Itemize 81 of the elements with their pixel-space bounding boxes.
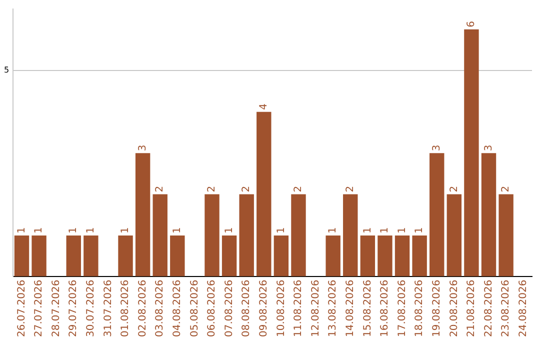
- data-label: 1: [362, 227, 374, 234]
- bar: [239, 194, 254, 276]
- bar: [360, 236, 376, 276]
- data-label: 1: [414, 227, 426, 234]
- x-tick-label: 06.08.2026: [206, 280, 218, 338]
- bar: [326, 236, 340, 276]
- data-label: 2: [448, 186, 460, 192]
- x-tick-label: 01.08.2026: [120, 280, 132, 338]
- x-tick-label: 07.08.2026: [224, 280, 235, 338]
- x-tick-label: 05.08.2026: [189, 280, 200, 338]
- bar: [256, 112, 272, 276]
- x-tick-label: 10.08.2026: [276, 280, 287, 338]
- x-tick-label: 17.08.2026: [396, 280, 408, 338]
- data-label: 3: [431, 144, 442, 152]
- bar: [446, 194, 462, 276]
- data-label: 1: [86, 227, 97, 234]
- data-label: 2: [344, 186, 356, 192]
- x-tick-label: 11.08.2026: [293, 280, 304, 338]
- bar: [170, 236, 185, 276]
- x-tick-label: 15.08.2026: [362, 280, 374, 338]
- x-tick-label: 21.08.2026: [466, 280, 478, 338]
- data-label: 3: [483, 144, 494, 152]
- data-label: 1: [224, 227, 235, 234]
- bar: [32, 236, 46, 276]
- data-label: 2: [500, 186, 512, 192]
- data-label: 2: [241, 186, 252, 192]
- data-label: 3: [137, 144, 148, 152]
- bar: [66, 236, 81, 276]
- bar: [14, 236, 30, 276]
- y-tick-label: 5: [4, 66, 10, 75]
- x-tick-label: 03.08.2026: [154, 280, 166, 338]
- x-tick-label: 28.07.2026: [50, 280, 62, 338]
- data-label: 2: [206, 186, 218, 192]
- bar: [274, 236, 289, 276]
- bar: [464, 29, 479, 276]
- x-tick-label: 23.08.2026: [500, 280, 512, 338]
- x-tick-label: 12.08.2026: [310, 280, 322, 338]
- x-tick-label: 18.08.2026: [414, 280, 426, 338]
- x-tick-label: 22.08.2026: [483, 280, 494, 338]
- x-tick-label: 26.07.2026: [16, 280, 28, 338]
- data-label: 1: [380, 227, 391, 234]
- x-tick-label: 16.08.2026: [380, 280, 391, 338]
- data-label: 1: [34, 227, 45, 234]
- bar: [118, 236, 133, 276]
- bar: [135, 153, 150, 276]
- data-label: 1: [276, 227, 287, 234]
- data-label: 4: [258, 103, 270, 110]
- bar: [498, 194, 514, 276]
- bar: [343, 194, 358, 276]
- x-tick-label: 31.07.2026: [102, 280, 114, 338]
- data-label: 1: [16, 227, 28, 234]
- data-label: 6: [466, 21, 478, 28]
- data-label: 1: [396, 227, 408, 234]
- bar: [378, 236, 392, 276]
- x-tick-label: 29.07.2026: [68, 280, 80, 338]
- data-label: 1: [328, 227, 339, 234]
- bar: [412, 236, 427, 276]
- x-tick-label: 04.08.2026: [172, 280, 184, 338]
- x-tick-label: 14.08.2026: [344, 280, 356, 338]
- bar: [291, 194, 306, 276]
- data-label: 1: [120, 227, 132, 234]
- x-tick-label: 24.08.2026: [518, 280, 529, 338]
- data-label: 1: [68, 227, 80, 234]
- bar: [481, 153, 496, 276]
- bar: [222, 236, 237, 276]
- data-label: 2: [154, 186, 166, 192]
- x-tick-label: 20.08.2026: [448, 280, 460, 338]
- x-tick-label: 13.08.2026: [328, 280, 339, 338]
- bar: [430, 153, 444, 276]
- x-tick-label: 08.08.2026: [241, 280, 252, 338]
- data-label: 2: [293, 186, 304, 192]
- x-tick-label: 19.08.2026: [431, 280, 442, 338]
- bar: [152, 194, 168, 276]
- data-label: 1: [172, 227, 184, 234]
- bar: [394, 236, 410, 276]
- x-tick-label: 27.07.2026: [34, 280, 45, 338]
- bar: [204, 194, 220, 276]
- x-tick-label: 30.07.2026: [86, 280, 97, 338]
- x-tick-label: 09.08.2026: [258, 280, 270, 338]
- bar: [84, 236, 98, 276]
- x-tick-label: 02.08.2026: [137, 280, 148, 338]
